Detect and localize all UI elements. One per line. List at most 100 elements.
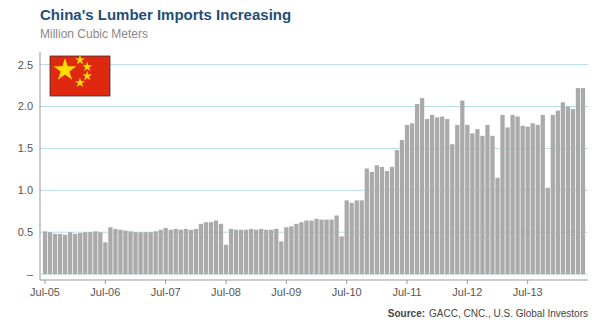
bar xyxy=(415,104,419,274)
bar xyxy=(184,229,188,274)
bar xyxy=(470,133,474,274)
y-tick-label: 2.0 xyxy=(18,100,33,112)
bar xyxy=(430,115,434,274)
x-tick-label: Jul-05 xyxy=(30,286,60,298)
bar xyxy=(455,125,459,274)
bar xyxy=(440,117,444,275)
bar xyxy=(546,188,550,274)
x-tick xyxy=(105,280,106,284)
bar xyxy=(500,115,504,274)
bar xyxy=(279,241,283,274)
x-tick-label: Jul-07 xyxy=(151,286,181,298)
bar xyxy=(390,167,394,274)
bar xyxy=(380,167,384,274)
bar xyxy=(244,230,248,274)
bar xyxy=(138,232,142,274)
bar xyxy=(490,136,494,274)
bar xyxy=(153,231,157,274)
bar xyxy=(309,220,313,274)
grid-line xyxy=(40,64,588,65)
x-tick-label: Jul-11 xyxy=(392,286,421,298)
subtitle: Million Cubic Meters xyxy=(40,27,148,41)
bar xyxy=(88,232,92,274)
x-tick xyxy=(346,280,347,284)
bar xyxy=(179,230,183,274)
bar xyxy=(148,232,152,274)
bar xyxy=(475,129,479,274)
bar xyxy=(123,231,127,275)
bar xyxy=(78,233,82,274)
bar xyxy=(128,231,132,274)
bar xyxy=(113,229,117,274)
bar xyxy=(314,219,318,274)
bar xyxy=(48,232,52,274)
source: Source:GACC, CNC., U.S. Global Investors xyxy=(388,308,588,319)
bar xyxy=(118,230,122,274)
bar xyxy=(58,234,62,274)
flag-star xyxy=(75,78,85,87)
bar xyxy=(410,123,414,274)
bar xyxy=(164,228,168,274)
bar xyxy=(108,227,112,274)
bar xyxy=(370,172,374,274)
bar xyxy=(219,224,223,274)
bar xyxy=(566,106,570,274)
bar xyxy=(294,224,298,274)
bar xyxy=(73,234,77,274)
bar xyxy=(214,220,218,274)
bar xyxy=(495,178,499,274)
y-axis-line xyxy=(40,52,41,280)
bar xyxy=(334,215,338,274)
bar xyxy=(174,229,178,274)
bar xyxy=(510,115,514,274)
bar xyxy=(480,136,484,274)
bar xyxy=(169,230,173,274)
x-tick xyxy=(467,280,468,284)
x-tick-label: Jul-06 xyxy=(90,286,120,298)
x-tick-label: Jul-08 xyxy=(211,286,241,298)
bar xyxy=(375,165,379,274)
bar xyxy=(204,222,208,274)
grid xyxy=(40,65,588,275)
bar xyxy=(360,200,364,274)
x-tick xyxy=(286,280,287,284)
bar xyxy=(400,140,404,274)
bar xyxy=(63,235,67,274)
bar xyxy=(239,230,243,274)
bar xyxy=(541,115,545,274)
bar xyxy=(425,119,429,274)
bar xyxy=(68,232,72,274)
source-label: Source: xyxy=(388,308,425,319)
bar xyxy=(133,232,137,274)
bar xyxy=(355,200,359,274)
y-tick-label: 1.5 xyxy=(18,142,33,154)
bar xyxy=(304,220,308,274)
bar xyxy=(53,234,57,274)
bar xyxy=(98,232,102,274)
bar xyxy=(345,200,349,274)
bar xyxy=(209,222,213,274)
grid-line xyxy=(40,106,588,107)
flag-star xyxy=(82,71,92,80)
bar xyxy=(229,229,233,274)
bar xyxy=(43,231,47,274)
bar xyxy=(556,111,560,274)
bar xyxy=(385,171,389,274)
bar xyxy=(194,229,198,274)
bar xyxy=(269,230,273,274)
bar xyxy=(289,226,293,274)
bar xyxy=(405,125,409,274)
flag xyxy=(50,55,110,96)
bar xyxy=(536,125,540,274)
title: China's Lumber Imports Increasing xyxy=(40,6,291,23)
y-tick-label: 2.5 xyxy=(18,59,33,71)
x-tick-label: Jul-10 xyxy=(332,286,362,298)
bar xyxy=(395,150,399,274)
bar xyxy=(571,109,575,274)
bar xyxy=(249,229,253,274)
bar xyxy=(350,203,354,274)
bar xyxy=(515,117,519,275)
bar xyxy=(581,88,585,274)
bar xyxy=(274,229,278,274)
bar xyxy=(83,232,87,274)
